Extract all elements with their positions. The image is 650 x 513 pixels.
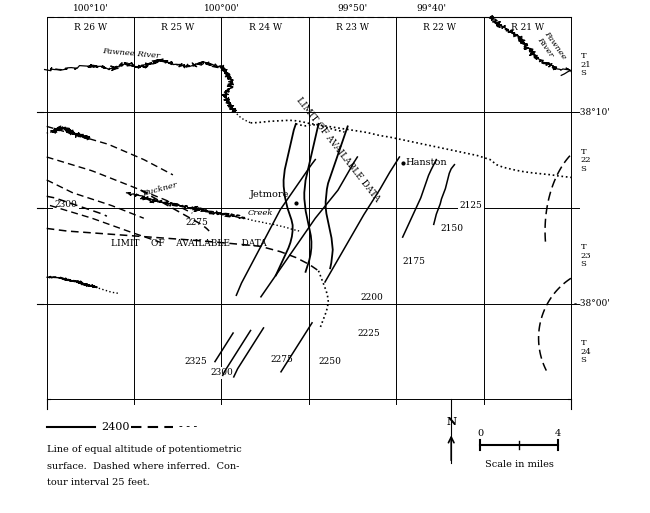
Text: Line of equal altitude of potentiometric: Line of equal altitude of potentiometric — [47, 445, 241, 455]
Text: 100°00': 100°00' — [203, 4, 239, 13]
Text: Jetmore: Jetmore — [250, 190, 289, 200]
Text: 99°50': 99°50' — [337, 4, 367, 13]
Text: - 38°10': - 38°10' — [574, 108, 610, 117]
Text: 2400: 2400 — [101, 422, 130, 432]
Text: 2125: 2125 — [460, 201, 482, 210]
Text: R 25 W: R 25 W — [161, 24, 194, 32]
Text: 100°10': 100°10' — [73, 4, 109, 13]
Text: 2300: 2300 — [55, 201, 77, 209]
Text: 2300: 2300 — [211, 368, 233, 378]
Text: R 22 W: R 22 W — [423, 24, 456, 32]
Text: Hanston: Hanston — [406, 157, 448, 167]
Text: surface.  Dashed where inferred.  Con-: surface. Dashed where inferred. Con- — [47, 462, 239, 470]
Text: 2250: 2250 — [318, 357, 341, 366]
Text: 2275: 2275 — [186, 218, 209, 227]
Text: T
21
S: T 21 S — [580, 52, 592, 77]
Text: - 38°00': - 38°00' — [574, 299, 610, 308]
Text: Pawnee River: Pawnee River — [101, 47, 160, 60]
Text: Creek: Creek — [248, 209, 273, 216]
Text: Pawnee
River: Pawnee River — [536, 30, 568, 67]
Text: 2150: 2150 — [440, 224, 463, 233]
Text: R 26 W: R 26 W — [74, 24, 107, 32]
Text: R 23 W: R 23 W — [336, 24, 369, 32]
Text: LIMIT OF AVAILABLE DATA: LIMIT OF AVAILABLE DATA — [294, 95, 382, 203]
Text: N: N — [446, 417, 456, 427]
Text: 2225: 2225 — [358, 328, 380, 338]
Text: - - -: - - - — [179, 422, 198, 432]
Text: 2175: 2175 — [402, 257, 426, 266]
Text: T
22
S: T 22 S — [580, 148, 591, 173]
Text: R 24 W: R 24 W — [248, 24, 281, 32]
Text: R 21 W: R 21 W — [511, 24, 544, 32]
Text: Scale in miles: Scale in miles — [485, 460, 554, 468]
Text: 4: 4 — [555, 429, 561, 438]
Text: T
23
S: T 23 S — [580, 243, 592, 268]
Text: 99°40': 99°40' — [416, 4, 446, 13]
Text: Buckner: Buckner — [142, 181, 178, 198]
Text: 2275: 2275 — [270, 355, 293, 364]
Text: tour interval 25 feet.: tour interval 25 feet. — [47, 478, 150, 487]
Text: LIMIT    OF    AVAILABLE    DATA: LIMIT OF AVAILABLE DATA — [111, 239, 267, 248]
Text: T
24
S: T 24 S — [580, 339, 592, 364]
Text: 0: 0 — [477, 429, 484, 438]
Text: 2325: 2325 — [185, 357, 207, 366]
Text: 2200: 2200 — [361, 293, 384, 302]
